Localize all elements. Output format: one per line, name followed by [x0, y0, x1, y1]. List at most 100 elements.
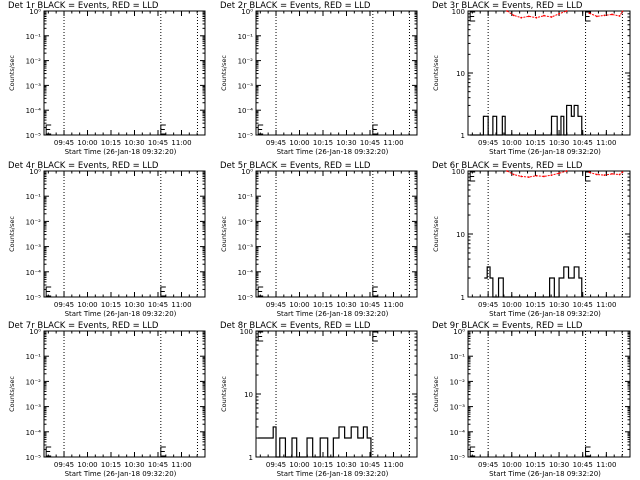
x-tick-label: 10:45 [360, 301, 380, 309]
y-tick-label: 10⁻¹ [26, 33, 42, 41]
x-tick-label: 10:00 [77, 139, 97, 147]
x-tick-label: 09:45 [54, 139, 74, 147]
e-marker [257, 124, 264, 135]
plot-frame [43, 10, 206, 136]
panel-title: Det 9r BLACK = Events, RED = LLD [432, 321, 583, 331]
e-marker [372, 286, 378, 297]
y-tick-label: 10⁻⁴ [26, 429, 42, 437]
x-tick-label: 10:45 [148, 461, 168, 469]
x-tick-label: 10:30 [549, 301, 569, 309]
y-tick-label: 10⁻⁴ [26, 107, 42, 115]
x-tick-label: 10:45 [148, 139, 168, 147]
y-tick-label: 10⁻⁴ [26, 269, 42, 277]
x-tick-label: 09:45 [478, 461, 498, 469]
e-marker [160, 286, 166, 297]
e-marker [469, 171, 476, 182]
x-axis-label: Start Time (26-Jan-18 09:32:20) [65, 310, 177, 318]
x-tick-label: 09:45 [478, 139, 498, 147]
events-series-line [484, 266, 583, 298]
x-tick-label: 11:00 [171, 139, 191, 147]
panel-det-4: Det 4r BLACK = Events, RED = LLD Counts/s… [8, 161, 206, 318]
e-marker [45, 124, 52, 135]
x-tick-label: 11:00 [596, 139, 616, 147]
x-tick-label: 11:00 [596, 301, 616, 309]
y-tick-label: 10⁰ [29, 8, 41, 16]
y-tick-label: 10⁰ [453, 328, 465, 336]
x-tick-label: 10:00 [289, 461, 309, 469]
x-axis-label: Start Time (26-Jan-18 09:32:20) [277, 310, 389, 318]
x-tick-label: 10:00 [502, 461, 522, 469]
events-series-line [470, 104, 583, 136]
x-tick-label: 11:00 [383, 139, 403, 147]
e-marker [257, 286, 264, 297]
plot-frame [43, 330, 206, 458]
panel-det-3: Det 3r BLACK = Events, RED = LLD Counts/s… [432, 1, 631, 156]
y-tick-label: 10 [456, 231, 465, 239]
x-tick-label: 10:45 [360, 461, 380, 469]
y-tick-label: 10⁻¹ [450, 353, 466, 361]
panel-det-6: Det 6r BLACK = Events, RED = LLD Counts/s… [432, 161, 631, 318]
e-marker [45, 286, 52, 297]
y-tick-label: 10 [456, 70, 465, 78]
y-axis-label: Counts/sec [220, 376, 228, 412]
panel-title: Det 7r BLACK = Events, RED = LLD [8, 321, 159, 331]
panel-title: Det 4r BLACK = Events, RED = LLD [8, 161, 159, 171]
x-tick-label: 10:30 [549, 461, 569, 469]
x-tick-label: 10:15 [101, 301, 121, 309]
x-axis-label: Start Time (26-Jan-18 09:32:20) [65, 470, 177, 478]
y-tick-label: 10⁻¹ [26, 353, 42, 361]
y-axis-label: Counts/sec [8, 376, 16, 412]
y-tick-label: 10⁻⁵ [238, 294, 254, 302]
e-marker [257, 331, 264, 342]
e-marker [469, 11, 476, 22]
x-tick-label: 10:30 [336, 461, 356, 469]
x-tick-label: 10:15 [101, 461, 121, 469]
y-axis-label: Counts/sec [8, 216, 16, 252]
x-tick-label: 10:45 [573, 301, 593, 309]
y-tick-label: 10⁻⁴ [238, 107, 254, 115]
y-tick-label: 1 [461, 132, 465, 140]
e-marker [585, 446, 591, 457]
x-tick-label: 10:00 [77, 301, 97, 309]
y-axis-label: Counts/sec [432, 216, 440, 252]
x-axis-label: Start Time (26-Jan-18 09:32:20) [489, 470, 601, 478]
y-tick-label: 10⁻² [26, 378, 42, 386]
y-tick-label: 10⁻¹ [238, 33, 254, 41]
x-tick-label: 10:15 [313, 461, 333, 469]
panel-title: Det 8r BLACK = Events, RED = LLD [220, 321, 371, 331]
y-tick-label: 10⁻⁵ [26, 132, 42, 140]
y-tick-label: 10⁻⁵ [238, 132, 254, 140]
y-axis-label: Counts/sec [432, 376, 440, 412]
e-marker [45, 446, 52, 457]
y-tick-label: 10⁻¹ [26, 193, 42, 201]
panel-det-2: Det 2r BLACK = Events, RED = LLD Counts/s… [220, 1, 418, 156]
lld-series-line [506, 10, 623, 19]
y-tick-label: 10⁻³ [26, 82, 42, 90]
e-marker [160, 446, 166, 457]
y-tick-label: 10⁻³ [238, 82, 254, 90]
y-tick-label: 1 [249, 454, 253, 462]
y-tick-label: 10⁰ [29, 328, 41, 336]
plot-frame [255, 170, 418, 298]
x-tick-label: 10:00 [502, 139, 522, 147]
panel-det-5: Det 5r BLACK = Events, RED = LLD Counts/s… [220, 161, 418, 318]
x-tick-label: 10:30 [124, 461, 144, 469]
x-tick-label: 10:45 [573, 461, 593, 469]
x-tick-label: 09:45 [54, 461, 74, 469]
x-tick-label: 10:30 [124, 301, 144, 309]
e-marker [372, 331, 378, 342]
x-tick-label: 10:00 [289, 301, 309, 309]
x-tick-label: 10:00 [77, 461, 97, 469]
x-tick-label: 10:45 [573, 139, 593, 147]
x-tick-label: 10:15 [313, 139, 333, 147]
x-tick-label: 09:45 [266, 139, 286, 147]
x-tick-label: 10:00 [289, 139, 309, 147]
y-tick-label: 10⁻² [238, 58, 254, 66]
y-tick-label: 10⁻³ [26, 404, 42, 412]
plot-frame [255, 10, 418, 136]
x-tick-label: 11:00 [171, 301, 191, 309]
plot-frame [467, 330, 631, 458]
x-tick-label: 11:00 [383, 301, 403, 309]
x-tick-label: 10:30 [336, 301, 356, 309]
